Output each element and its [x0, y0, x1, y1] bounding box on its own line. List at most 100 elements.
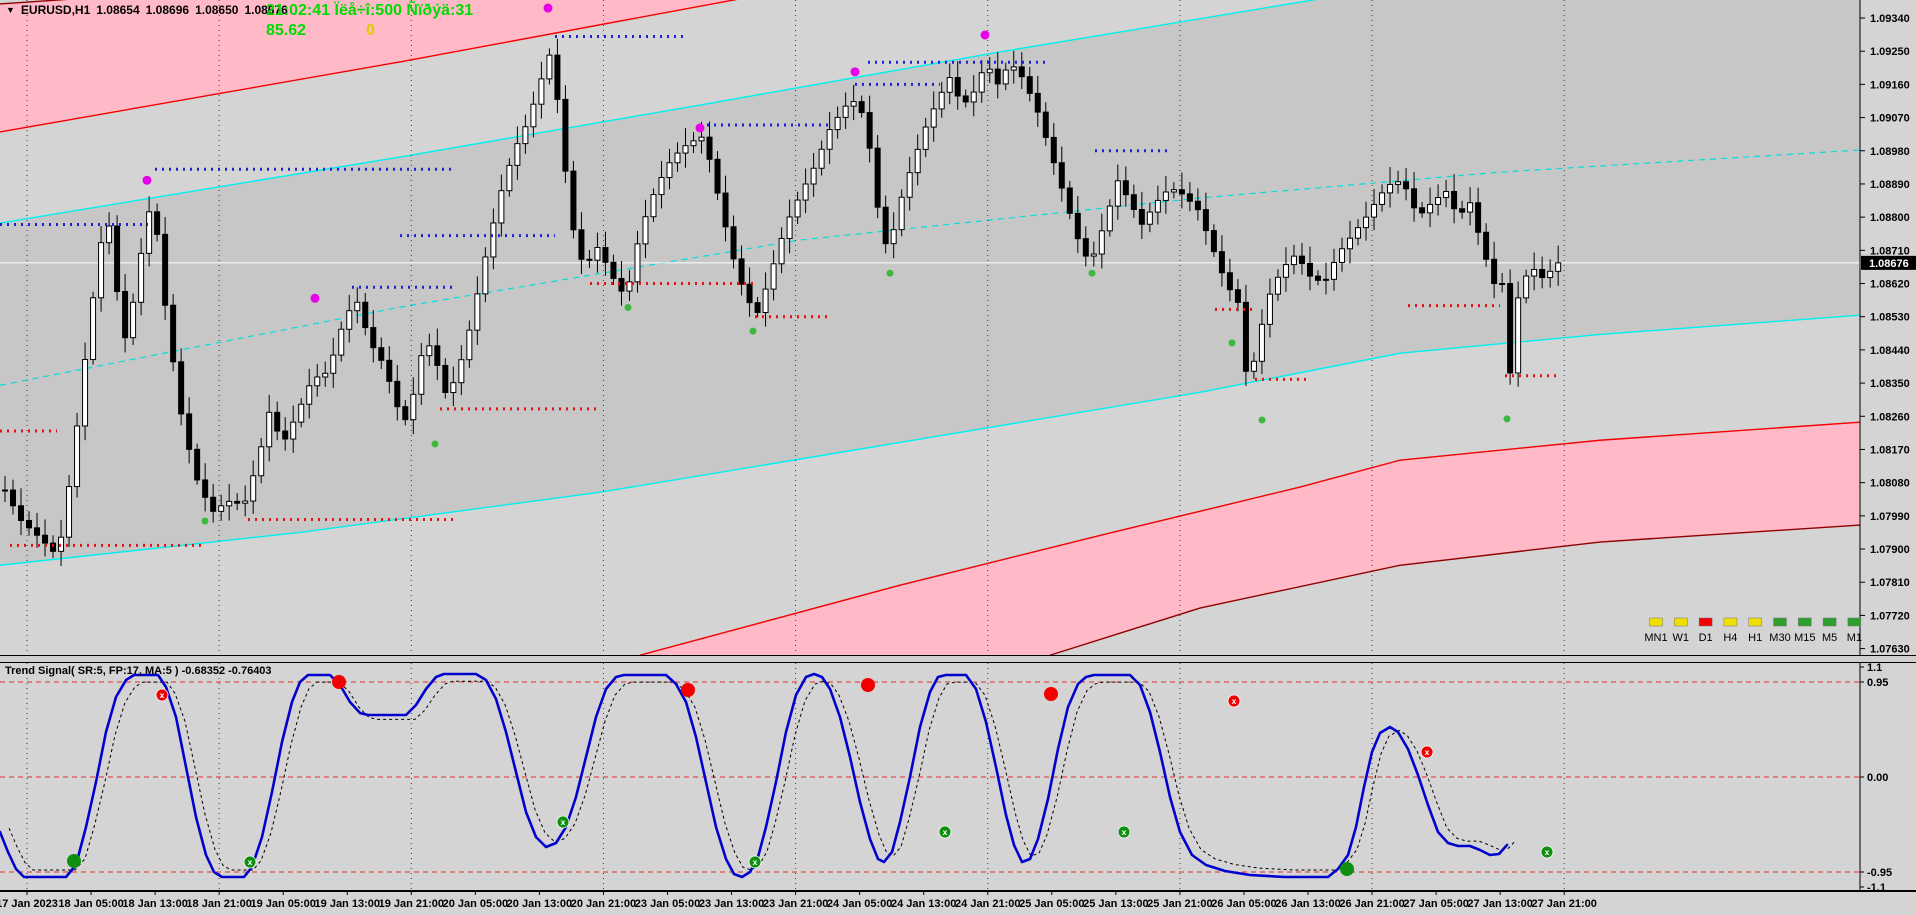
buy-oscillator-dot: x [938, 825, 952, 839]
timeframe-W1[interactable]: W1 [1673, 617, 1690, 644]
price-axis-label: 1.07990 [1870, 511, 1910, 523]
sell-oscillator-dot [681, 683, 695, 697]
timeframe-label[interactable]: MN1 [1644, 632, 1667, 644]
oscillator-axis-label: 1.1 [1867, 662, 1882, 674]
timeframe-label[interactable]: H4 [1723, 632, 1737, 644]
buy-signal-dot [1503, 415, 1511, 423]
time-axis-label: 19 Jan 21:00 [379, 898, 444, 910]
timeframe-label[interactable]: H1 [1748, 632, 1762, 644]
timeframe-M5[interactable]: M5 [1822, 617, 1837, 644]
timeframe-label[interactable]: D1 [1699, 632, 1713, 644]
svg-text:x: x [943, 827, 948, 837]
timeframe-M30[interactable]: M30 [1769, 617, 1791, 644]
time-axis-label: 18 Jan 21:00 [186, 898, 251, 910]
svg-text:x: x [1232, 696, 1237, 706]
time-axis-label: 27 Jan 13:00 [1467, 898, 1532, 910]
time-axis-label: 24 Jan 13:00 [891, 898, 956, 910]
time-axis-label: 23 Jan 21:00 [763, 898, 828, 910]
timeframe-square-M5[interactable] [1822, 617, 1837, 627]
timeframe-D1[interactable]: D1 [1698, 617, 1713, 644]
svg-text:x: x [753, 857, 758, 867]
price-axis-label: 1.08440 [1870, 345, 1910, 357]
sell-signal-dot [310, 293, 320, 303]
timeframe-square-M15[interactable] [1798, 617, 1812, 627]
price-axis-label: 1.08260 [1870, 411, 1910, 423]
timeframe-widget: MN1 W1 D1 H4 H1 M30 M15 M5 M1 [1644, 617, 1862, 644]
sell-signal-dot [695, 123, 705, 133]
band-line-cyan-lower [0, 314, 1861, 566]
comment-line-1: 21:02:41 Ïëå÷î:500 Ñïðýä:31 [266, 2, 474, 19]
timeframe-square-M1[interactable] [1847, 617, 1862, 627]
chart-header: ▼ EURUSD,H1 1.08654 1.08696 1.08650 1.08… [6, 3, 288, 17]
svg-text:x: x [1545, 847, 1550, 857]
svg-text:x: x [1122, 827, 1127, 837]
sell-signal-dot [850, 67, 860, 77]
svg-text:x: x [1425, 747, 1430, 757]
price-axis-label: 1.08170 [1870, 444, 1910, 456]
time-axis-label: 25 Jan 05:00 [1019, 898, 1084, 910]
timeframe-H1[interactable]: H1 [1748, 617, 1762, 644]
timeframe-MN1[interactable]: MN1 [1644, 617, 1668, 644]
price-axis-label: 1.08080 [1870, 478, 1910, 490]
timeframe-square-H1[interactable] [1748, 617, 1762, 627]
price-axis-label: 1.07810 [1870, 577, 1910, 589]
time-axis-label: 24 Jan 21:00 [955, 898, 1020, 910]
timeframe-label[interactable]: M1 [1847, 632, 1862, 644]
symbol-timeframe-label: EURUSD,H1 [20, 3, 91, 17]
price-axis-label: 1.08890 [1870, 179, 1910, 191]
symbol-dropdown-icon[interactable]: ▼ [6, 5, 15, 15]
band-line-cyan-upper [0, 0, 1318, 224]
timeframe-square-W1[interactable] [1674, 617, 1688, 627]
price-axis-label: 1.08620 [1870, 279, 1910, 291]
oscillator-axis-label: 0.00 [1867, 772, 1888, 784]
timeframe-square-MN1[interactable] [1649, 617, 1663, 627]
upper-pink-band [0, 0, 734, 132]
buy-signal-dot [201, 517, 209, 525]
buy-oscillator-dot: x [243, 855, 257, 869]
timeframe-H4[interactable]: H4 [1723, 617, 1738, 644]
price-axis-label: 1.08350 [1870, 378, 1910, 390]
timeframe-label[interactable]: W1 [1673, 632, 1690, 644]
buy-oscillator-dot [67, 854, 81, 868]
time-axis-label: 25 Jan 21:00 [1147, 898, 1212, 910]
timeframe-label[interactable]: M30 [1769, 632, 1790, 644]
sell-oscillator-dot: x [1420, 745, 1434, 759]
sell-oscillator-dot [1044, 687, 1058, 701]
buy-signal-dot [624, 303, 632, 311]
timeframe-label[interactable]: M15 [1794, 632, 1815, 644]
timeframe-M1[interactable]: M1 [1847, 617, 1862, 644]
buy-signal-dot [1258, 416, 1266, 424]
price-axis-label: 1.09340 [1870, 13, 1910, 25]
price-axis[interactable]: 1.09340 1.09250 1.09160 1.09070 1.08980 1.088… [1860, 13, 1916, 656]
price-axis-label: 1.07630 [1870, 644, 1910, 656]
timeframe-square-M30[interactable] [1773, 617, 1787, 627]
time-axis-label: 26 Jan 13:00 [1275, 898, 1340, 910]
candlestick-series [2, 38, 1562, 566]
comment-value-yellow: 0 [366, 22, 375, 39]
time-axis-label: 23 Jan 13:00 [699, 898, 764, 910]
current-price-box [1861, 255, 1916, 270]
current-price-label: 1.08676 [1869, 258, 1909, 270]
sell-oscillator-dot: x [155, 688, 169, 702]
window-separator[interactable] [0, 655, 1916, 663]
sell-signal-dot [980, 30, 990, 40]
buy-oscillator-dot: x [748, 855, 762, 869]
timeframe-square-D1[interactable] [1698, 617, 1713, 627]
sell-oscillator-dot [861, 678, 875, 692]
time-axis-label: 20 Jan 05:00 [443, 898, 508, 910]
timeframe-label[interactable]: M5 [1822, 632, 1837, 644]
oscillator-main-line [0, 672, 1509, 879]
price-axis-label: 1.09160 [1870, 79, 1910, 91]
time-axis-label: 17 Jan 2023 [0, 898, 58, 910]
indicator-subwindow[interactable]: x x x x x x x x x [0, 672, 1860, 879]
band-line-darkred-upper [0, 0, 69, 5]
timeframe-square-H4[interactable] [1723, 617, 1738, 627]
oscillator-axis[interactable]: 1.1 0.95 0.00 -0.95 -1.1 [1860, 662, 1892, 894]
timeframe-M15[interactable]: M15 [1794, 617, 1816, 644]
buy-oscillator-dot: x [1117, 825, 1131, 839]
band-line-darkred-lower [1049, 524, 1861, 656]
ohlc-open: 1.08654 [96, 3, 140, 17]
